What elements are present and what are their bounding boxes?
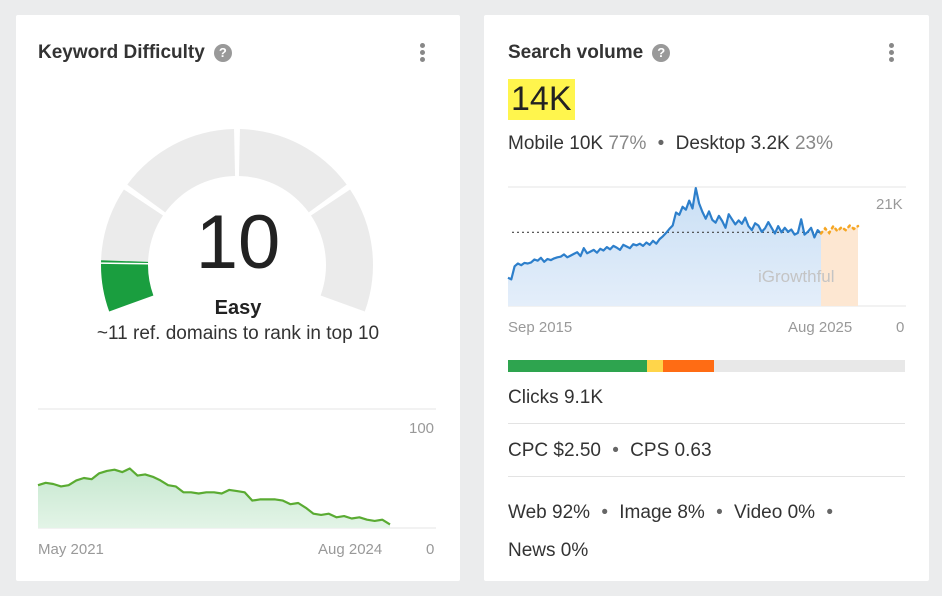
watermark: iGrowthful	[758, 267, 835, 286]
separator-dot: •	[601, 502, 608, 523]
kd-kebab-menu-icon[interactable]	[414, 41, 430, 65]
keyword-difficulty-card: Keyword Difficulty ? 10 Easy ~11 ref. do…	[16, 15, 460, 581]
web-label: Web	[508, 502, 547, 523]
cpc-cps-row: CPC $2.50 • CPS 0.63	[508, 440, 905, 462]
gauge-segment	[311, 189, 373, 312]
image-label: Image	[619, 502, 673, 523]
web-value: 92%	[552, 502, 591, 523]
kd-x-start-label: May 2021	[38, 541, 104, 558]
desktop-share: 23%	[794, 133, 833, 154]
sv-x-start-label: Sep 2015	[508, 319, 573, 336]
sv-forecast-area	[821, 225, 858, 306]
kd-title: Keyword Difficulty ?	[38, 42, 232, 64]
video-label: Video	[734, 502, 783, 523]
kd-score: 10	[195, 200, 281, 285]
mobile-share: 77%	[608, 133, 647, 154]
sv-history-chart	[507, 186, 906, 307]
kd-title-text: Keyword Difficulty	[38, 42, 205, 63]
segment-green	[508, 360, 647, 372]
sv-title: Search volume ?	[508, 42, 671, 64]
mobile-value: 10K	[569, 133, 604, 154]
kd-y-min-label: 0	[426, 541, 435, 558]
kd-x-end-label: Aug 2024	[318, 541, 383, 558]
sv-y-max-label: 21K	[876, 196, 903, 213]
mobile-label: Mobile	[508, 133, 564, 154]
sv-area-fill	[508, 188, 821, 306]
cpc-value: $2.50	[553, 440, 601, 461]
separator-dot: •	[716, 502, 723, 523]
separator-dot: •	[826, 502, 833, 523]
cps-label: CPS	[630, 440, 670, 461]
segment-yellow	[646, 360, 663, 372]
news-label: News	[508, 540, 556, 561]
desktop-label: Desktop	[675, 133, 746, 154]
gauge-segment	[127, 129, 236, 213]
gauge-fill	[100, 260, 154, 312]
question-mark-icon[interactable]: ?	[652, 44, 671, 62]
video-value: 0%	[787, 502, 816, 523]
news-value: 0%	[560, 540, 589, 561]
desktop-value: 3.2K	[750, 133, 790, 154]
clicks-value: 9.1K	[563, 387, 604, 408]
kd-description: ~11 ref. domains to rank in top 10	[96, 323, 380, 344]
search-volume-card: Search volume ? 14K Mobile 10K 77% • Des…	[484, 15, 929, 581]
sv-kebab-menu-icon[interactable]	[883, 41, 899, 65]
sv-forecast-line	[819, 223, 860, 235]
question-mark-icon[interactable]: ?	[213, 44, 232, 62]
kd-difficulty-label: Easy	[214, 297, 262, 319]
cpc-label: CPC	[508, 440, 549, 461]
sv-x-end-label: Aug 2025	[788, 319, 853, 336]
intent-distribution-bar	[508, 360, 905, 372]
divider	[508, 476, 905, 477]
clicks-row: Clicks 9.1K	[508, 387, 905, 409]
cps-value: 0.63	[674, 440, 712, 461]
kd-y-max-label: 100	[409, 420, 435, 437]
separator-dot: •	[657, 133, 665, 154]
divider	[508, 423, 905, 424]
clicks-label: Clicks	[508, 387, 559, 408]
segment-orange	[662, 360, 715, 372]
sv-series-line	[507, 187, 822, 281]
sv-title-text: Search volume	[508, 42, 644, 63]
gauge-marker	[101, 262, 149, 265]
sv-total-volume: 14K	[508, 79, 575, 121]
gauge-segment	[238, 129, 347, 213]
image-value: 8%	[677, 502, 705, 523]
serp-types-row: Web 92% • Image 8% • Video 0% • News 0%	[508, 494, 905, 570]
kd-gauge	[100, 129, 373, 312]
separator-dot: •	[612, 440, 619, 461]
sv-y-min-label: 0	[896, 319, 905, 336]
sv-device-breakdown: Mobile 10K 77% • Desktop 3.2K 23%	[508, 133, 833, 155]
